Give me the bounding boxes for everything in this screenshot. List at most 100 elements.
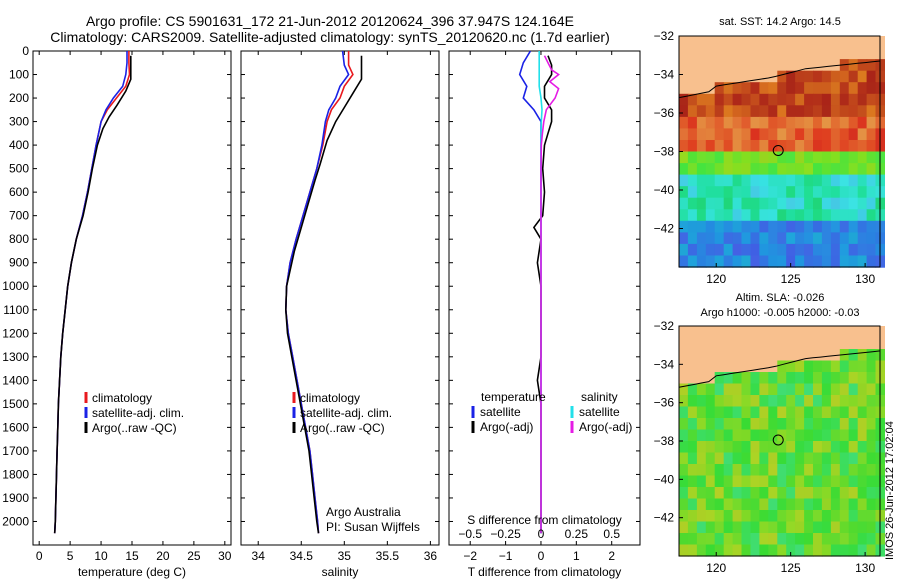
map-cell xyxy=(813,163,823,176)
map-cell xyxy=(750,220,760,233)
map-cell xyxy=(768,383,778,396)
map-cell xyxy=(696,510,707,523)
map-cell xyxy=(777,105,787,118)
map-cell xyxy=(759,487,769,500)
y-tick-label: 0 xyxy=(22,44,29,58)
map-cell xyxy=(839,544,850,557)
map-cell xyxy=(848,441,859,454)
map-cell xyxy=(786,220,796,233)
map-cell xyxy=(732,163,743,176)
y-tick-label: 1200 xyxy=(2,326,29,340)
map-cell xyxy=(714,429,725,442)
map-cell xyxy=(768,452,778,465)
map-cell xyxy=(696,174,707,187)
map-cell xyxy=(857,36,868,49)
map-cell xyxy=(866,59,877,72)
map-cell xyxy=(795,220,805,233)
map-cell xyxy=(857,464,868,477)
map-cell xyxy=(777,533,787,546)
map-cell xyxy=(768,429,778,442)
map-cell xyxy=(687,475,698,488)
map-cell xyxy=(813,498,823,511)
map-cell xyxy=(705,232,716,245)
map-cell xyxy=(741,70,751,83)
map-cell xyxy=(759,174,769,187)
map-cell xyxy=(804,521,814,534)
map-cell xyxy=(714,140,725,153)
map-cell xyxy=(821,475,832,488)
map-cell xyxy=(741,243,751,257)
map-cell xyxy=(696,372,707,385)
map-cell xyxy=(839,372,850,385)
map-cell xyxy=(679,429,689,442)
map-cell xyxy=(866,521,877,534)
map-cell xyxy=(848,464,859,477)
map-cell xyxy=(705,197,716,210)
map-cell xyxy=(830,93,841,106)
map-cell xyxy=(821,349,832,362)
map-cell xyxy=(741,383,751,396)
map-cell xyxy=(804,151,814,164)
map-cell xyxy=(821,406,832,419)
map-cell xyxy=(696,360,707,373)
map-cell xyxy=(857,232,868,245)
map-cell xyxy=(759,418,769,431)
map-cell xyxy=(723,487,734,500)
panel-frame xyxy=(240,50,440,546)
map-cell xyxy=(705,220,716,233)
map-cell xyxy=(777,128,787,141)
map-cell xyxy=(857,140,868,153)
map-cell xyxy=(679,47,689,60)
map-cell xyxy=(804,475,814,488)
map-cell xyxy=(804,349,814,362)
map-cell xyxy=(723,383,734,396)
map-cell xyxy=(857,521,868,534)
footer-timestamp: IMOS 26-Jun-2012 17:02:04 xyxy=(884,380,898,560)
map-cell xyxy=(723,255,734,268)
y-tick-label: −36 xyxy=(654,396,675,410)
map-cell xyxy=(768,418,778,431)
x-tick-label: 120 xyxy=(706,272,726,286)
map-cell xyxy=(768,116,778,130)
map-cell xyxy=(821,197,832,210)
coastline xyxy=(678,350,881,388)
map-cell xyxy=(750,59,760,72)
map-cell xyxy=(777,337,787,350)
map-cell xyxy=(857,418,868,431)
map-cell xyxy=(866,429,877,442)
y-tick-label: −32 xyxy=(654,29,675,43)
map-cell xyxy=(714,151,725,164)
map-cell xyxy=(750,116,760,130)
panel-frame xyxy=(448,50,641,546)
map-cell xyxy=(741,174,751,187)
map-cell xyxy=(795,59,805,72)
map-cell xyxy=(786,128,796,141)
map-cell xyxy=(866,372,877,385)
map-cell xyxy=(866,93,877,106)
map-cell xyxy=(679,383,689,396)
map-cell xyxy=(786,151,796,164)
map-cell xyxy=(679,243,689,257)
map-cell xyxy=(696,337,707,350)
panel-difference: −2 −1 0 1 2 T difference from climatology −0.5… xyxy=(448,50,641,579)
map-cell xyxy=(830,197,841,210)
y-tick-label: 2000 xyxy=(2,514,29,528)
map-cell xyxy=(759,510,769,523)
map-cell xyxy=(804,47,814,60)
map-cell xyxy=(723,441,734,454)
map-cell xyxy=(687,372,698,385)
map-cell xyxy=(821,441,832,454)
map-cell xyxy=(839,487,850,500)
map-cell xyxy=(786,418,796,431)
map-cell xyxy=(795,360,805,373)
map-cell xyxy=(821,429,832,442)
map-cell xyxy=(813,510,823,523)
map-cell xyxy=(687,47,698,60)
map-cell xyxy=(705,140,716,153)
map-cell xyxy=(857,243,868,257)
map-cell xyxy=(679,498,689,511)
map-cell xyxy=(768,487,778,500)
map-cell xyxy=(732,140,743,153)
map-cell xyxy=(759,36,769,49)
